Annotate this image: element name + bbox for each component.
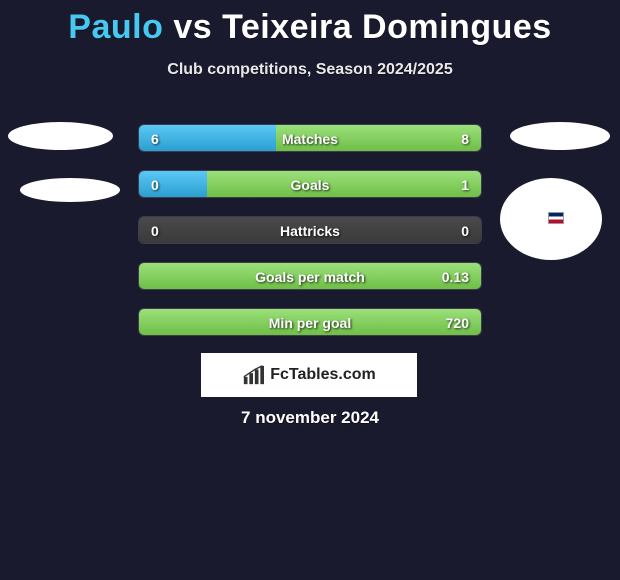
player2-avatar: [510, 122, 610, 150]
stat-row: 01Goals: [138, 170, 482, 198]
stats-container: 68Matches 01Goals 00Hattricks 0.13Goals per…: [138, 124, 482, 354]
date-text: 7 november 2024: [0, 408, 620, 428]
page-title: Paulo vs Teixeira Domingues: [0, 0, 620, 47]
title-player2: Teixeira Domingues: [222, 8, 552, 46]
subtitle: Club competitions, Season 2024/2025: [0, 61, 620, 79]
stat-row: 720Min per goal: [138, 308, 482, 336]
stat-row: 00Hattricks: [138, 216, 482, 244]
stat-label: Hattricks: [139, 217, 481, 244]
stat-label: Goals per match: [139, 263, 481, 290]
player1-avatar: [8, 122, 113, 150]
title-player1: Paulo: [68, 8, 163, 46]
title-vs: vs: [173, 8, 212, 46]
player1-team-badge: [20, 178, 120, 202]
stat-row: 0.13Goals per match: [138, 262, 482, 290]
stat-row: 68Matches: [138, 124, 482, 152]
flag-icon: [548, 212, 564, 224]
brand-badge: FcTables.com: [201, 353, 417, 397]
stat-label: Goals: [139, 171, 481, 198]
stat-label: Min per goal: [139, 309, 481, 336]
brand-chart-icon: [242, 364, 264, 386]
brand-text: FcTables.com: [270, 366, 376, 384]
stat-label: Matches: [139, 125, 481, 152]
